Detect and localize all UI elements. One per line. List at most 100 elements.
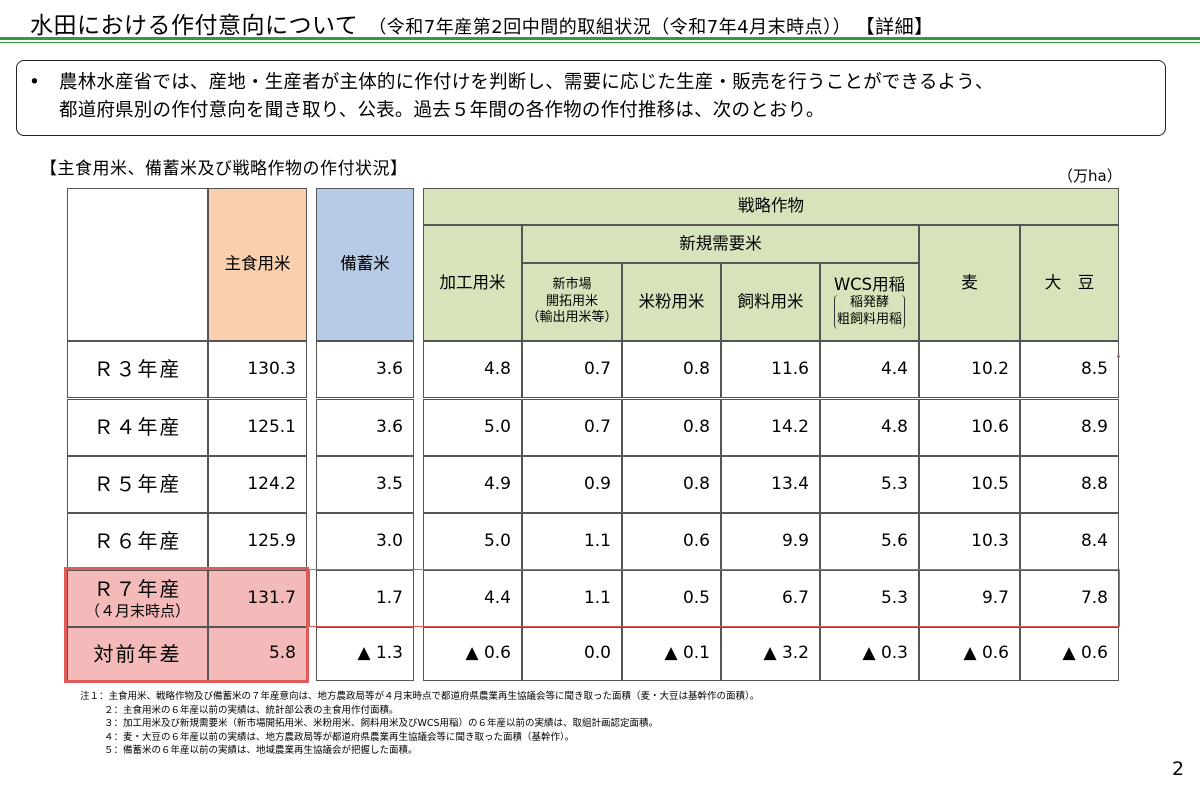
header-rule xyxy=(0,37,1200,40)
table-cell: 8.4 xyxy=(1020,513,1119,570)
header-corner xyxy=(67,188,208,341)
header-wcs-l3: 粗飼料用稲 xyxy=(836,312,902,328)
table-cell: 3.6 xyxy=(316,341,414,398)
table-cell: 0.8 xyxy=(622,341,721,398)
table-cell: ▲ 0.6 xyxy=(919,627,1020,681)
header-shinshijo-l3: （輸出用米等） xyxy=(526,310,618,326)
table-cell: ▲ 0.6 xyxy=(1020,627,1119,681)
table-cell: 6.7 xyxy=(721,570,820,627)
table-cell: 5.8 xyxy=(208,627,307,681)
table-cell: 13.4 xyxy=(721,456,820,513)
header-shiryo: 飼料用米 xyxy=(721,263,820,341)
footnote-4: ４：麦・大豆の６年産以前の実績は、地方農政局等が都道府県農業再生協議会等に聞き取… xyxy=(104,731,575,743)
row-label-text: Ｒ３年産 xyxy=(93,357,182,381)
footnote-1: 注１：主食用米、戦略作物及び備蓄米の７年産意向は、地方農政局等が４月末時点で都道… xyxy=(80,691,760,702)
header-senryaku: 戦略作物 xyxy=(423,188,1119,225)
row-label-text: Ｒ６年産 xyxy=(93,529,182,553)
table-cell: 10.2 xyxy=(919,341,1020,398)
header-mugi: 麦 xyxy=(919,225,1020,341)
row-label: 対前年差 xyxy=(67,627,208,681)
bullet-icon: • xyxy=(29,72,41,93)
row-label-text: Ｒ５年産 xyxy=(93,472,182,496)
table-cell: 3.0 xyxy=(316,513,414,570)
row-label: Ｒ４年産 xyxy=(67,399,208,456)
table-cell: 0.8 xyxy=(622,456,721,513)
header-komeko: 米粉用米 xyxy=(622,263,721,341)
intro-line-1: 農林水産省では、産地・生産者が主体的に作付けを判断し、需要に応じた生産・販売を行… xyxy=(59,72,994,93)
row-label-text: 対前年差 xyxy=(93,641,182,666)
row-label-text: Ｒ４年産 xyxy=(93,415,182,439)
page-title: 水田における作付意向について （令和7年産第2回中間的取組状況（令和7年4月末時点… xyxy=(30,6,934,40)
header-shinshijo: 新市場 開拓用米 （輸出用米等） xyxy=(522,263,622,341)
footnotes: 注１：主食用米、戦略作物及び備蓄米の７年産意向は、地方農政局等が４月末時点で都道… xyxy=(80,690,759,758)
row-label-text: Ｒ７年産 xyxy=(93,576,182,601)
header-wcs-l1: WCS用稲 xyxy=(833,274,906,294)
table-cell: ▲ 3.2 xyxy=(721,627,820,681)
header-daizu: 大 豆 xyxy=(1020,225,1119,341)
header-wcs: WCS用稲 稲発酵 粗飼料用稲 xyxy=(820,263,919,341)
table-cell: 4.4 xyxy=(423,570,522,627)
table-cell: 8.5 xyxy=(1020,341,1119,398)
title-subtitle: （令和7年産第2回中間的取組状況（令和7年4月末時点）） xyxy=(368,17,852,38)
table-cell: 7.8 xyxy=(1020,570,1119,627)
header-shinshijo-l1: 新市場 xyxy=(552,276,592,292)
row-label: Ｒ３年産 xyxy=(67,341,208,398)
table-cell: 5.6 xyxy=(820,513,919,570)
table-cell: 0.5 xyxy=(622,570,721,627)
table-cell: 1.1 xyxy=(522,513,622,570)
title-main: 水田における作付意向について xyxy=(30,13,359,39)
table-cell: 9.9 xyxy=(721,513,820,570)
table-cell: 8.9 xyxy=(1020,399,1119,456)
table-cell: 4.8 xyxy=(820,399,919,456)
row-label: Ｒ６年産 xyxy=(67,513,208,570)
footnote-3: ３：加工用米及び新規需要米（新市場開拓用米、米粉用米、飼料用米及びWCS用稲）の… xyxy=(104,718,659,729)
unit-label: （万ha） xyxy=(1058,167,1122,185)
header-shushoku: 主食用米 xyxy=(208,188,307,341)
table-cell: 0.6 xyxy=(622,513,721,570)
table-cell: 5.0 xyxy=(423,399,522,456)
header-kakou: 加工用米 xyxy=(423,225,522,341)
intro-line-2: 都道府県別の作付意向を聞き取り、公表。過去５年間の各作物の作付推移は、次のとおり… xyxy=(59,100,825,121)
row-label-subtext: （４月末時点） xyxy=(84,601,190,620)
table-cell: 124.2 xyxy=(208,456,307,513)
table-cell: 5.3 xyxy=(820,456,919,513)
row-label: Ｒ７年産 （４月末時点） xyxy=(67,570,208,627)
table-cell: 0.0 xyxy=(522,627,622,681)
table-cell: 14.2 xyxy=(721,399,820,456)
header-wcs-bracket: 稲発酵 粗飼料用稲 xyxy=(833,295,905,330)
table-cell: 5.3 xyxy=(820,570,919,627)
footnote-2: ２：主食用米の６年産以前の実績は、統計部公表の主食用作付面積。 xyxy=(104,704,399,716)
header-bichiku: 備蓄米 xyxy=(316,188,414,341)
table-cell: 11.6 xyxy=(721,341,820,398)
red-dot xyxy=(1117,355,1120,358)
table-cell: ▲ 1.3 xyxy=(316,627,414,681)
section-title: 【主食用米、備蓄米及び戦略作物の作付状況】 xyxy=(40,159,408,179)
table-cell: ▲ 0.3 xyxy=(820,627,919,681)
table-cell: ▲ 0.6 xyxy=(423,627,522,681)
table-cell: 125.9 xyxy=(208,513,307,570)
header-rule-thin xyxy=(0,42,1200,43)
table-cell: 8.8 xyxy=(1020,456,1119,513)
table-cell: 4.9 xyxy=(423,456,522,513)
table-cell: 0.7 xyxy=(522,341,622,398)
footnote-5: ５：備蓄米の６年産以前の実績は、地域農業再生協議会が把握した面積。 xyxy=(104,745,418,756)
table-cell: 1.7 xyxy=(316,570,414,627)
table-cell: 4.8 xyxy=(423,341,522,398)
table-cell: 4.4 xyxy=(820,341,919,398)
table-cell: 10.5 xyxy=(919,456,1020,513)
header-shinshijo-l2: 開拓用米 xyxy=(545,293,598,309)
header-wcs-l2: 稲発酵 xyxy=(849,295,889,311)
intro-box: • 農林水産省では、産地・生産者が主体的に作付けを判断し、需要に応じた生産・販売… xyxy=(16,60,1166,136)
table-cell: 3.5 xyxy=(316,456,414,513)
row-label: Ｒ５年産 xyxy=(67,456,208,513)
table-cell: 5.0 xyxy=(423,513,522,570)
table-cell: ▲ 0.1 xyxy=(622,627,721,681)
table-cell: 125.1 xyxy=(208,399,307,456)
table-cell: 130.3 xyxy=(208,341,307,398)
table-cell: 0.8 xyxy=(622,399,721,456)
header-shinki: 新規需要米 xyxy=(522,225,919,263)
table-cell: 3.6 xyxy=(316,399,414,456)
table-cell: 10.6 xyxy=(919,399,1020,456)
table-cell: 0.7 xyxy=(522,399,622,456)
table-cell: 9.7 xyxy=(919,570,1020,627)
